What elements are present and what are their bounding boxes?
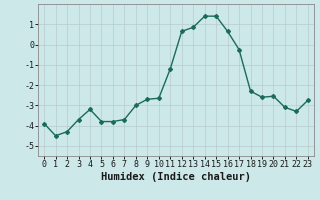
X-axis label: Humidex (Indice chaleur): Humidex (Indice chaleur) bbox=[101, 172, 251, 182]
